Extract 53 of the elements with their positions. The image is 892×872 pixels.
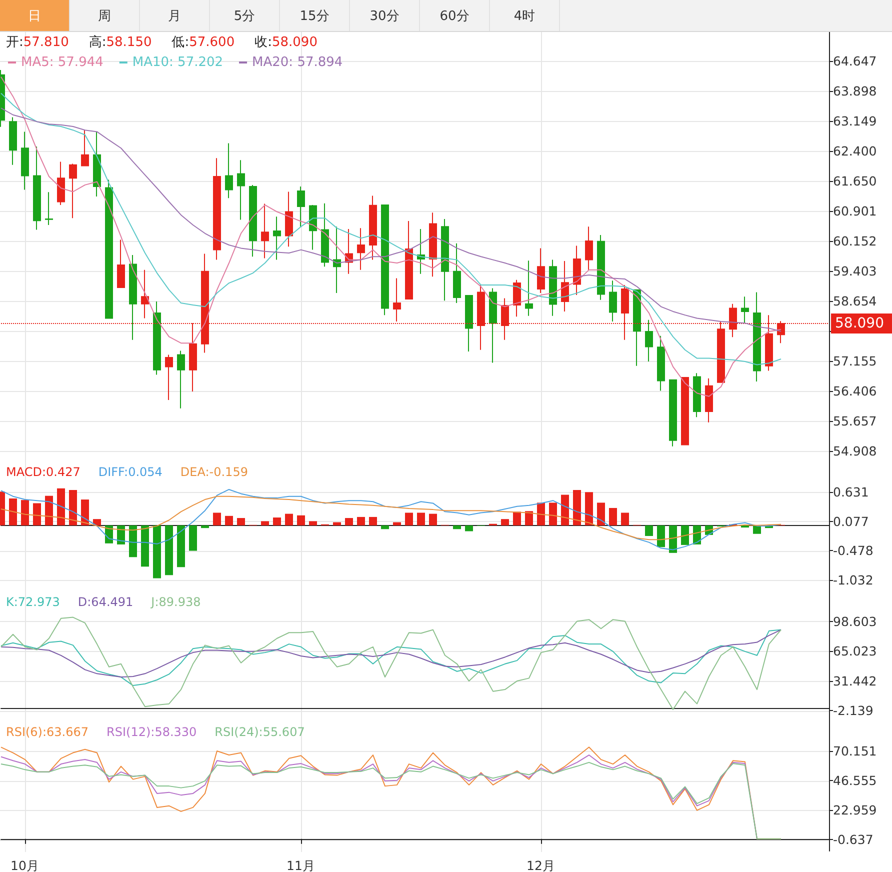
annotation: J:89.938 <box>150 595 201 609</box>
y-tick-label: 46.555 <box>833 773 877 788</box>
y-tick-label: 63.898 <box>833 83 877 98</box>
y-tick-label: 70.151 <box>833 744 877 759</box>
x-tick-label: 12月 <box>526 858 556 872</box>
x-tick-label: 11月 <box>286 858 316 872</box>
text: 60分 <box>420 0 490 31</box>
y-tick-label: 22.959 <box>833 802 877 818</box>
text: 月 <box>140 0 210 31</box>
y-tick-label: 54.908 <box>833 443 877 458</box>
y-tick-label: -0.478 <box>833 543 874 558</box>
y-tick-label: -2.139 <box>833 703 874 718</box>
annotation: RSI(12):58.330 <box>106 725 197 739</box>
legend-label: MA20: 57.894 <box>252 55 343 70</box>
annotation: 收:58.090 <box>254 35 318 50</box>
annotation: 高:58.150 <box>88 34 152 50</box>
annotation: K:72.973 <box>6 595 60 609</box>
ref-line-label: 58.090 <box>835 315 884 332</box>
y-tick-label: 60.152 <box>833 233 877 248</box>
text: 日 <box>0 0 70 31</box>
annotation: RSI(6):63.667 <box>6 725 89 739</box>
y-tick-label: -1.032 <box>833 572 874 588</box>
annotation: DIFF:0.054 <box>98 465 162 479</box>
annotation: RSI(24):55.607 <box>214 725 305 739</box>
y-tick-label: 55.657 <box>833 413 877 428</box>
y-tick-label: 61.650 <box>833 173 877 188</box>
annotation: MACD:0.427 <box>6 465 80 479</box>
annotation: 开:57.810 <box>6 35 69 50</box>
y-tick-label: 57.155 <box>833 353 877 368</box>
annotation: 低:57.600 <box>172 35 235 50</box>
y-tick-label: 65.023 <box>833 644 877 659</box>
text: 周 <box>70 0 140 31</box>
x-tick-label: 10月 <box>10 858 40 872</box>
text: 15分 <box>280 0 350 31</box>
y-tick-label: 64.647 <box>833 53 877 68</box>
y-tick-label: 98.603 <box>833 614 877 629</box>
legend-label: MA10: 57.202 <box>132 55 224 70</box>
y-tick-label: 62.400 <box>833 143 877 158</box>
text: 30分 <box>350 0 420 31</box>
annotation: DEA:-0.159 <box>180 465 248 479</box>
legend-label: MA5: 57.944 <box>21 55 104 70</box>
text: 4时 <box>490 0 560 31</box>
y-tick-label: 0.631 <box>833 484 869 500</box>
y-tick-label: -0.637 <box>833 832 874 848</box>
annotation: D:64.491 <box>78 595 134 609</box>
y-tick-label: 59.403 <box>833 263 877 278</box>
text: 5分 <box>210 0 280 31</box>
y-tick-label: 56.406 <box>833 383 877 398</box>
y-tick-label: 63.149 <box>833 113 877 128</box>
y-tick-label: 58.654 <box>833 293 877 308</box>
y-tick-label: 31.442 <box>833 673 877 688</box>
y-tick-label: 0.077 <box>833 514 869 529</box>
y-tick-label: 60.901 <box>833 203 877 218</box>
